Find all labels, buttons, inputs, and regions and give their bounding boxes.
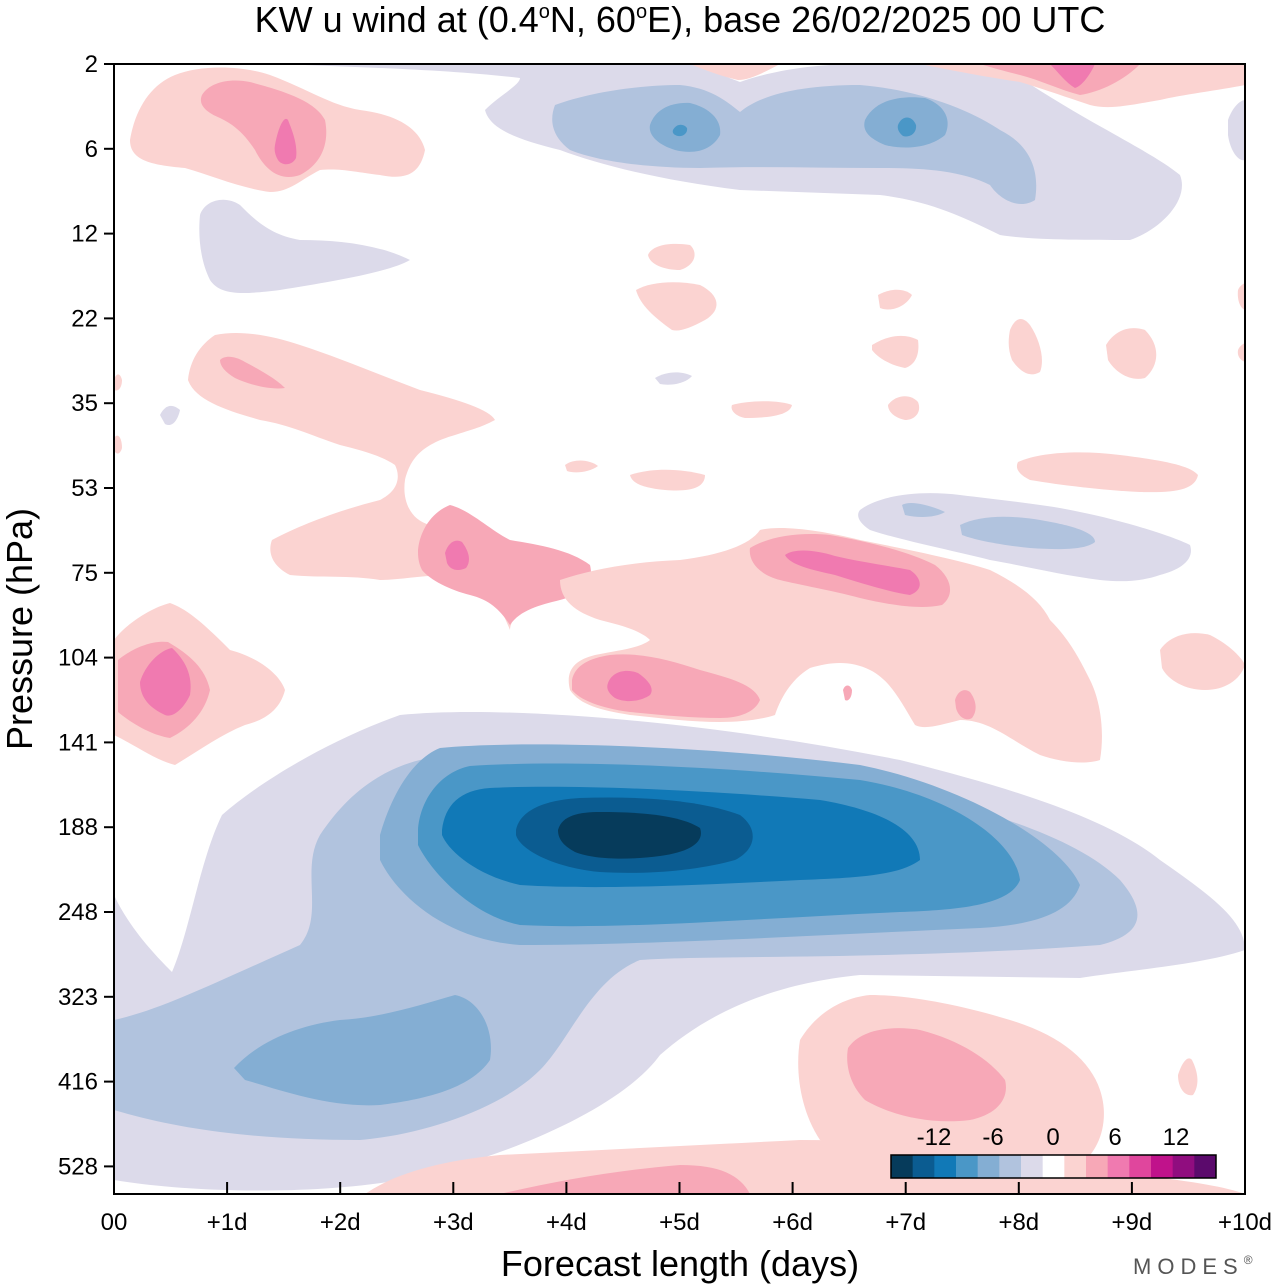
y-tick-label: 53: [71, 475, 98, 502]
pos-region-104-small: [843, 685, 852, 701]
colorbar-swatch: [891, 1155, 914, 1178]
y-tick-label: 248: [58, 899, 98, 926]
y-tick-label: 2: [85, 51, 98, 78]
y-tick-label: 6: [85, 136, 98, 163]
x-tick-label: +6d: [772, 1209, 813, 1236]
colorbar-swatch: [1086, 1155, 1109, 1178]
colorbar-label: 12: [1163, 1124, 1190, 1151]
y-axis: 2 6 12 22 35 53 75 104 141 188 248 323 416 528: [58, 51, 114, 1180]
pos-region-top-mid: [690, 64, 780, 80]
x-axis: 00 +1d +2d +3d +4d +5d +6d +7d +8d +9d +10d: [101, 1182, 1272, 1236]
colorbar-swatch: [1021, 1155, 1044, 1178]
colorbar-label: 6: [1108, 1124, 1121, 1151]
colorbar-swatch: [1064, 1155, 1087, 1178]
pos-region-small-12: [1160, 633, 1245, 690]
colorbar-swatch: [1194, 1155, 1217, 1178]
colorbar-swatch: [999, 1155, 1022, 1178]
pos-region-small-13: [1178, 1058, 1198, 1096]
brand-logo: MODES®: [1133, 1253, 1253, 1279]
colorbar-label: -6: [982, 1124, 1003, 1151]
y-tick-label: 12: [71, 221, 98, 248]
neg-region-top-6: [1228, 100, 1245, 161]
x-tick-label: +8d: [998, 1209, 1039, 1236]
x-tick-label: +5d: [659, 1209, 700, 1236]
colorbar-swatch: [977, 1155, 1000, 1178]
y-tick-label: 75: [71, 560, 98, 587]
pos-region-small-3: [878, 289, 912, 310]
y-tick-label: 188: [58, 814, 98, 841]
y-tick-label: 22: [71, 305, 98, 332]
pos-region-104-left-3: [140, 648, 191, 716]
pos-region-75-a3: [445, 540, 469, 571]
colorbar-swatch: [934, 1155, 957, 1178]
y-tick-label: 528: [58, 1153, 98, 1180]
pos-region-small-6: [1106, 328, 1157, 379]
pos-region-75-a: [418, 505, 591, 625]
colorbar-swatch: [1107, 1155, 1130, 1178]
neg-region-top-4b: [897, 117, 917, 137]
y-tick-label: 35: [71, 390, 98, 417]
neg-region-35b: [655, 372, 692, 385]
pos-region-30-2: [220, 356, 285, 389]
x-tick-label: +10d: [1218, 1209, 1272, 1236]
colorbar-swatch: [1129, 1155, 1152, 1178]
pos-region-top-right-3: [1050, 64, 1095, 88]
neg-region-35: [160, 405, 180, 426]
x-tick-label: +1d: [207, 1209, 248, 1236]
pos-region-small-11: [1016, 452, 1198, 493]
pos-region-top-left-3: [274, 118, 297, 165]
colorbar-label: -12: [917, 1124, 952, 1151]
colorbar: -12 -6 0 6 12: [890, 1124, 1217, 1179]
contour-field: [114, 64, 1245, 1194]
neg-region-lower-3: [234, 995, 491, 1106]
x-tick-label: +7d: [885, 1209, 926, 1236]
y-axis-title: Pressure (hPa): [0, 508, 40, 750]
pos-region-small-9: [565, 460, 598, 473]
colorbar-swatch: [956, 1155, 979, 1178]
pos-region-small-5: [1008, 318, 1042, 375]
y-tick-label: 141: [58, 729, 98, 756]
colorbar-swatch: [1172, 1155, 1195, 1178]
pos-region-small-16: [1237, 283, 1245, 310]
x-axis-title: Forecast length (days): [501, 1243, 859, 1284]
pos-region-75-b3: [785, 550, 920, 595]
pos-region-small-4: [872, 335, 919, 368]
pos-region-104-right: [955, 690, 976, 720]
x-tick-label: +3d: [433, 1209, 474, 1236]
pos-region-small-7: [731, 401, 792, 418]
pos-region-104-mid3: [607, 670, 652, 702]
x-tick-label: +9d: [1112, 1209, 1153, 1236]
pos-region-small-10: [630, 469, 705, 491]
colorbar-swatch: [1042, 1155, 1065, 1178]
pos-region-small-8: [888, 396, 920, 420]
x-tick-label: +4d: [546, 1209, 587, 1236]
x-tick-label: 00: [101, 1209, 128, 1236]
pos-region-lower-right-band-2: [500, 1165, 750, 1194]
neg-region-top-4a: [672, 124, 688, 137]
x-tick-label: +2d: [320, 1209, 361, 1236]
y-tick-label: 323: [58, 984, 98, 1011]
pos-region-lower-right-2: [847, 1028, 1006, 1122]
neg-region-53-3: [902, 502, 945, 517]
pos-region-104-mid: [572, 654, 760, 718]
y-tick-label: 104: [58, 645, 98, 672]
neg-region-53-2: [960, 516, 1095, 550]
neg-region-top-5: [199, 199, 410, 293]
colorbar-frame: [890, 1154, 1217, 1179]
pos-region-top-right-2: [980, 64, 1140, 95]
chart-title: KW u wind at (0.4oN, 60oE), base 26/02/2…: [255, 0, 1106, 40]
neg-region-core: [558, 812, 701, 859]
colorbar-label: 0: [1046, 1124, 1059, 1151]
y-tick-label: 416: [58, 1069, 98, 1096]
pos-region-small-1: [648, 243, 695, 270]
colorbar-swatch: [1151, 1155, 1174, 1178]
pos-region-small-15: [114, 435, 122, 454]
pos-region-small-17: [1237, 343, 1245, 362]
colorbar-swatch: [912, 1155, 935, 1178]
pos-region-small-2: [636, 282, 717, 331]
pos-region-small-14: [114, 374, 122, 391]
